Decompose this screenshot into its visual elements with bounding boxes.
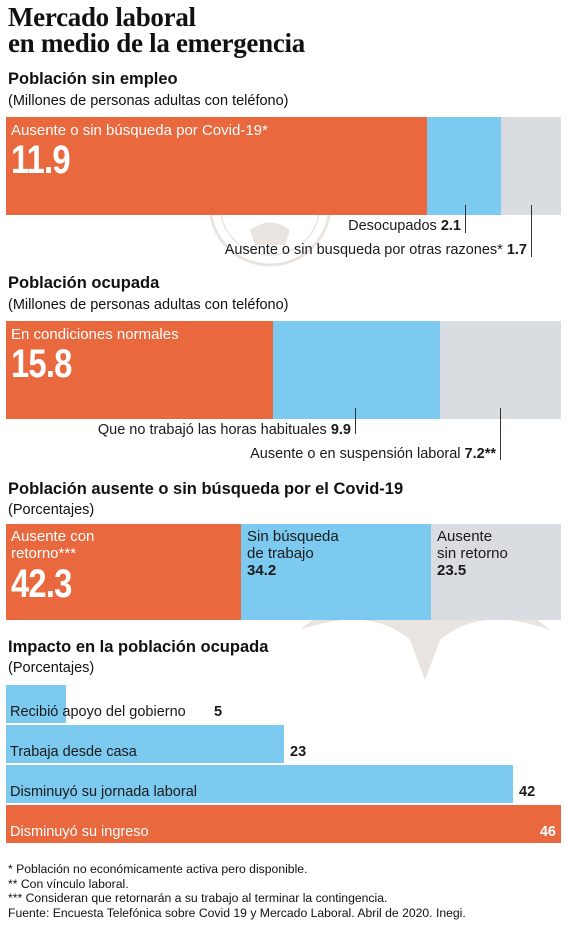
section3-segment-sin-busqueda-value: 34.2 [247, 562, 277, 579]
section1-callout-otras-value: 1.7 [506, 242, 527, 258]
footnote-source: Fuente: Encuesta Telefónica sobre Covid … [8, 905, 466, 920]
section4-subtitle: (Porcentajes) [8, 660, 95, 676]
section1-stacked-bar: Ausente o sin búsqueda por Covid-19* 11.… [6, 117, 561, 215]
section1-segment-covid-label: Ausente o sin búsqueda por Covid-19* [11, 122, 268, 139]
section2-stacked-bar: En condiciones normales 15.8 [6, 321, 561, 419]
footnote-2: ** Con vínculo laboral. [8, 876, 129, 891]
section1-callout-line-1 [465, 205, 466, 233]
section2-subtitle: (Millones de personas adultas con teléfo… [8, 297, 289, 313]
section1-segment-covid: Ausente o sin búsqueda por Covid-19* 11.… [6, 117, 427, 215]
section4-title: Impacto en la población ocupada [8, 638, 269, 656]
section3-segment-con-retorno-label-line1: Ausente con [11, 528, 95, 545]
section3-stacked-bar: Ausente con retorno*** 42.3 Sin búsqueda… [6, 524, 561, 620]
section3-segment-con-retorno-label-line2: retorno*** [11, 545, 77, 562]
section3-segment-sin-retorno-label-line1: Ausente [437, 528, 493, 545]
section3-segment-sin-retorno-value: 23.5 [437, 562, 467, 579]
section2-callout-suspension: Ausente o en suspensión laboral 7.2** [250, 446, 496, 462]
section3-segment-sin-retorno-label: Ausente sin retorno 23.5 [437, 528, 508, 579]
section3-segment-sin-busqueda-label: Sin búsqueda de trabajo 34.2 [247, 528, 339, 579]
impact-bar-label-1: Trabaja desde casa [10, 744, 137, 760]
section3-segment-con-retorno-value: 42.3 [11, 562, 72, 606]
impact-bar-label-2: Disminuyó su jornada laboral [10, 784, 197, 800]
impact-bar-value-0: 5 [214, 704, 223, 720]
impact-bar-value-3: 46 [539, 824, 556, 840]
chart-title-line2: en medio de la emergencia [8, 28, 305, 58]
section2-callout-suspension-value: 7.2** [464, 446, 496, 462]
impact-bar-1 [6, 725, 284, 763]
impact-bar-2 [6, 765, 513, 803]
section2-callout-line-2 [500, 408, 501, 460]
section3-subtitle: (Porcentajes) [8, 502, 95, 518]
footnote-3: *** Consideran que retornarán a su traba… [8, 891, 388, 906]
chart-title: Mercado laboral en medio de la emergenci… [8, 2, 305, 58]
section3-segment-sin-busqueda: Sin búsqueda de trabajo 34.2 [241, 524, 431, 620]
section2-segment-horas [273, 321, 440, 419]
section2-callout-horas-value: 9.9 [330, 422, 351, 438]
chart-title-line1: Mercado laboral [8, 2, 196, 32]
section2-segment-normales: En condiciones normales 15.8 [6, 321, 273, 419]
section3-segment-sin-retorno-label-line2: sin retorno [437, 545, 508, 562]
impact-bar-3 [6, 805, 561, 843]
impact-bar-0 [6, 685, 66, 723]
section1-callout-desocupados: Desocupados 2.1 [348, 218, 461, 234]
section2-title: Población ocupada [8, 274, 160, 292]
section2-callout-horas-label: Que no trabajó las horas habituales [97, 422, 327, 438]
section1-segment-desocupados [427, 117, 501, 215]
section2-callout-line-1 [355, 408, 356, 434]
section1-segment-covid-value: 11.9 [11, 138, 71, 182]
section2-segment-suspension [440, 321, 561, 419]
section3-segment-con-retorno-label: Ausente con retorno*** [11, 528, 94, 562]
footnote-1: * Población no económicamente activa per… [8, 862, 308, 876]
section1-callout-line-2 [531, 205, 532, 257]
footnotes: * Población no económicamente activa per… [8, 862, 466, 920]
section1-subtitle: (Millones de personas adultas con teléfo… [8, 93, 289, 109]
section1-segment-otras-razones [501, 117, 561, 215]
section3-segment-sin-retorno: Ausente sin retorno 23.5 [431, 524, 561, 620]
section3-title: Población ausente o sin búsqueda por el … [8, 480, 404, 498]
section2-segment-normales-label: En condiciones normales [11, 326, 179, 343]
section1-callout-desocupados-value: 2.1 [440, 218, 461, 234]
impact-bar-label-0: Recibió apoyo del gobierno [10, 704, 186, 720]
impact-bar-value-2: 42 [519, 784, 536, 800]
section1-title: Población sin empleo [8, 70, 178, 88]
section4-bar-chart: Recibió apoyo del gobierno 5 Trabaja desde… [6, 685, 561, 847]
section3-segment-con-retorno: Ausente con retorno*** 42.3 [6, 524, 241, 620]
section1-callout-otras-label: Ausente o sin busqueda por otras razones… [224, 242, 503, 258]
section2-callout-horas: Que no trabajó las horas habituales 9.9 [98, 422, 351, 438]
section1-callout-otras: Ausente o sin busqueda por otras razones… [225, 242, 527, 258]
impact-bar-label-3: Disminuyó su ingreso [10, 824, 149, 840]
section2-segment-normales-value: 15.8 [11, 342, 72, 386]
impact-bar-value-1: 23 [290, 744, 307, 760]
section1-callout-desocupados-label: Desocupados [348, 218, 437, 234]
section3-segment-sin-busqueda-label-line1: Sin búsqueda [247, 528, 339, 545]
section3-segment-sin-busqueda-label-line2: de trabajo [247, 545, 314, 562]
section2-callout-suspension-label: Ausente o en suspensión laboral [250, 446, 461, 462]
